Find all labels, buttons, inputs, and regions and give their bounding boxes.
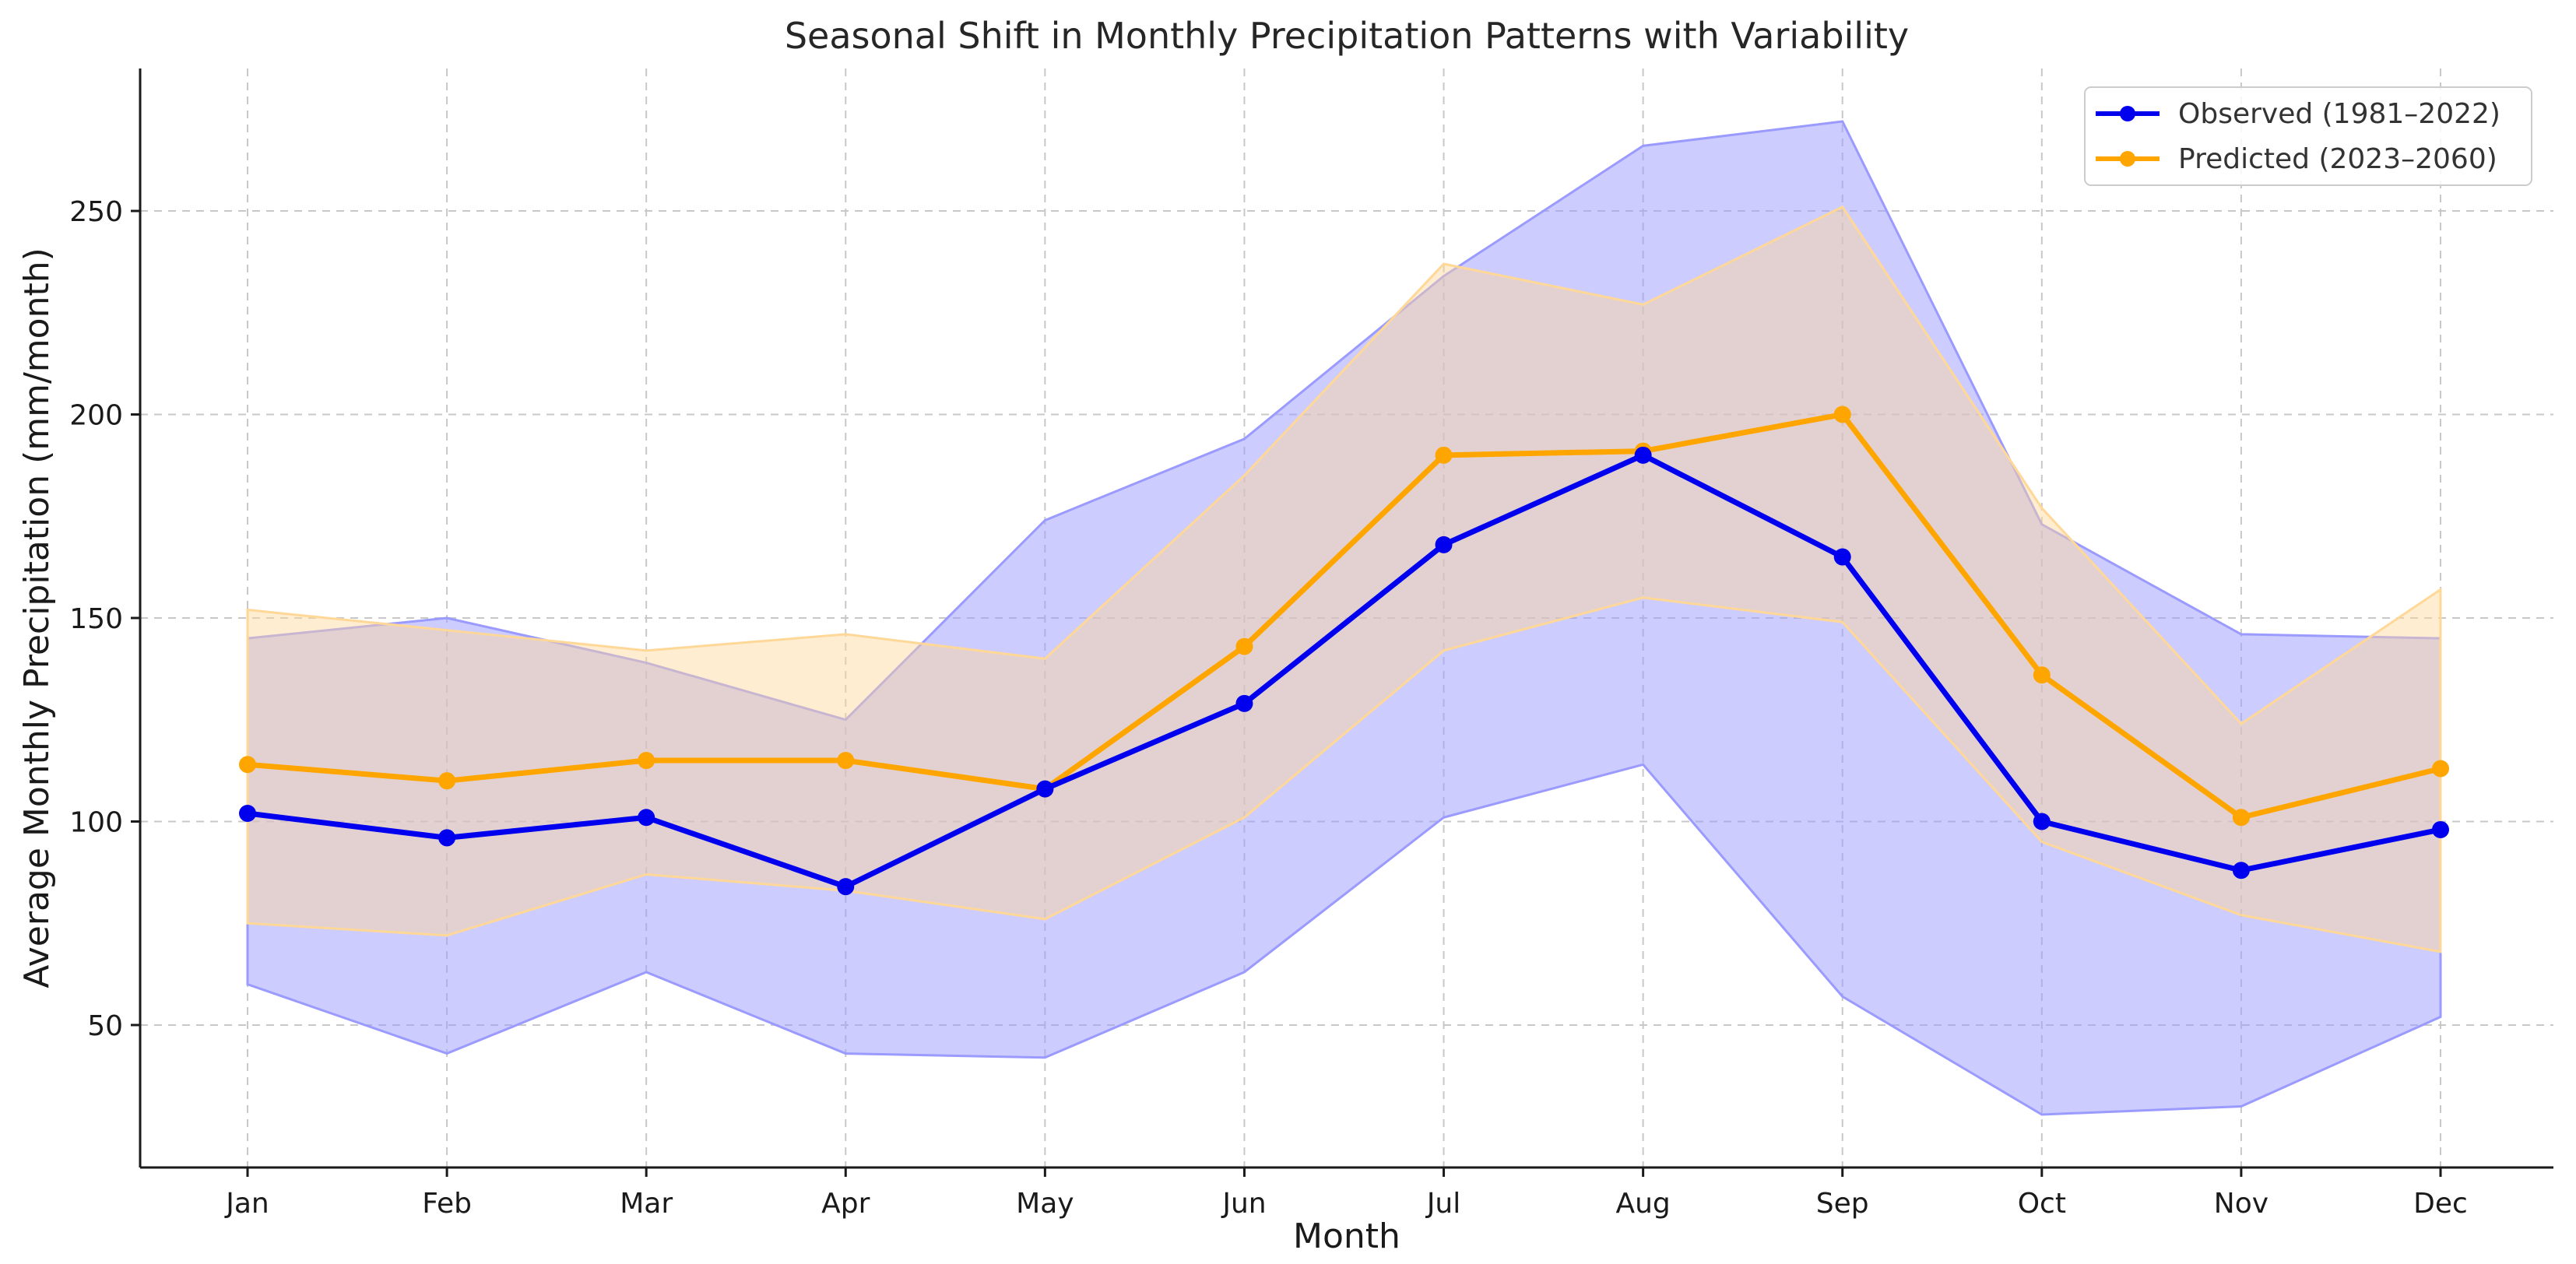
- point-predicted-sep: [1833, 406, 1851, 423]
- point-observed-mar: [638, 809, 655, 827]
- y-tick-label-200: 200: [69, 400, 123, 432]
- x-tick-label-jul: Jul: [1425, 1188, 1460, 1220]
- point-observed-sep: [1833, 548, 1851, 566]
- line-observed: [247, 452, 2441, 890]
- point-predicted-dec: [2432, 760, 2449, 778]
- x-tick-label-aug: Aug: [1615, 1188, 1670, 1220]
- y-tick-label-50: 50: [87, 1010, 123, 1042]
- y-axis-label: Average Monthly Precipitation (mm/month): [17, 248, 57, 988]
- y-tick-label-100: 100: [69, 806, 123, 838]
- legend-entry-observed: Observed (1981–2022): [2096, 98, 2500, 130]
- legend-marker-observed: [2120, 106, 2135, 121]
- point-observed-may: [1036, 780, 1054, 798]
- point-observed-jan: [239, 805, 256, 823]
- legend-box: [2084, 86, 2532, 186]
- x-tick-label-jan: Jan: [224, 1188, 269, 1220]
- point-predicted-apr: [837, 752, 855, 770]
- point-predicted-jul: [1435, 446, 1453, 464]
- point-observed-oct: [2033, 813, 2051, 830]
- line-predicted: [247, 412, 2441, 820]
- point-predicted-feb: [438, 772, 456, 790]
- point-predicted-jan: [239, 756, 256, 774]
- legend-entry-predicted: Predicted (2023–2060): [2096, 143, 2497, 175]
- point-observed-dec: [2432, 820, 2449, 838]
- point-observed-aug: [1634, 446, 1652, 464]
- point-predicted-jun: [1235, 637, 1253, 655]
- x-tick-label-dec: Dec: [2413, 1188, 2468, 1220]
- point-predicted-nov: [2232, 809, 2250, 827]
- x-tick-label-apr: Apr: [821, 1188, 870, 1220]
- point-observed-apr: [837, 878, 855, 896]
- x-tick-label-feb: Feb: [422, 1188, 472, 1220]
- x-tick-label-jun: Jun: [1221, 1188, 1266, 1220]
- x-tick-label-oct: Oct: [2018, 1188, 2066, 1220]
- point-observed-jul: [1435, 535, 1453, 553]
- band-observed: [246, 120, 2442, 1116]
- x-tick-label-may: May: [1016, 1188, 1074, 1220]
- x-tick-label-mar: Mar: [620, 1188, 673, 1220]
- legend-marker-predicted: [2120, 151, 2135, 167]
- x-tick-label-sep: Sep: [1816, 1188, 1869, 1220]
- tick-labels: Jan Feb Mar Apr May Jun Jul Aug Sep Oct Nov Dec 50 10…: [69, 196, 2468, 1220]
- point-observed-jun: [1235, 694, 1253, 712]
- y-tick-label-150: 150: [69, 603, 123, 635]
- point-predicted-mar: [638, 752, 655, 770]
- legend-label-observed: Observed (1981–2022): [2178, 98, 2500, 130]
- x-axis-label: Month: [1293, 1217, 1400, 1256]
- legend-label-predicted: Predicted (2023–2060): [2178, 143, 2497, 175]
- point-predicted-oct: [2033, 666, 2051, 684]
- legend: Observed (1981–2022) Predicted (2023–206…: [2084, 86, 2532, 186]
- chart-title: Seasonal Shift in Monthly Precipitation …: [785, 15, 1909, 57]
- variability-bands: [246, 120, 2442, 1116]
- y-tick-label-250: 250: [69, 196, 123, 228]
- point-observed-feb: [438, 829, 456, 847]
- series-lines: [239, 406, 2449, 896]
- point-observed-nov: [2232, 862, 2250, 880]
- x-tick-label-nov: Nov: [2214, 1188, 2268, 1220]
